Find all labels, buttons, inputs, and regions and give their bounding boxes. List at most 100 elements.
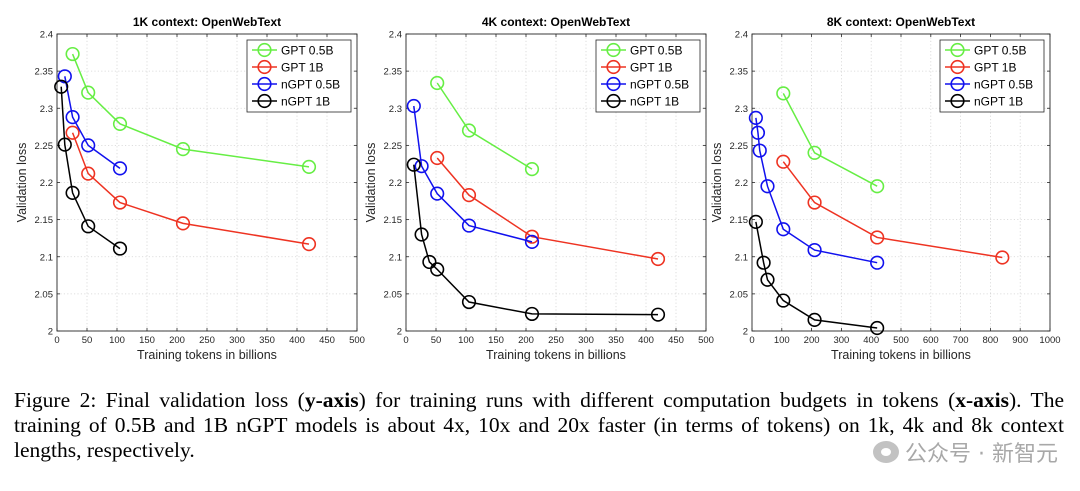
wechat-icon <box>873 441 900 463</box>
series-gpt-0-5b-point <box>430 75 445 91</box>
caption-bold-x-axis: x-axis <box>955 388 1009 412</box>
chart-1: 0 50 100 150 200 250 300 350 400 450 500 2 2.05 2.1 2.… <box>15 15 365 362</box>
series-gpt-1b-line <box>436 157 659 260</box>
x-tick-label: 600 <box>923 335 939 346</box>
y-tick-label: 2.35 <box>35 67 54 78</box>
x-tick-label: 900 <box>1012 335 1028 346</box>
x-tick-label: 400 <box>638 335 654 346</box>
x-tick-label: 100 <box>109 335 125 346</box>
series-ngpt-0-5b-point <box>414 159 429 174</box>
y-tick-label: 2.2 <box>40 178 53 189</box>
x-tick-label: 500 <box>349 335 365 346</box>
chart-3: 0 100 200 300 400 500 600 700 800 900 1000 2 2.05 2.1… <box>710 15 1061 362</box>
legend-marker <box>606 93 621 109</box>
y-tick-label: 2.3 <box>389 104 402 115</box>
x-tick-label: 300 <box>229 335 245 346</box>
legend-entry: GPT 0.5B <box>630 44 682 58</box>
x-tick-label: 200 <box>518 335 534 346</box>
legend-marker <box>257 76 272 92</box>
chart-2: 0 50 100 150 200 250 300 350 400 450 500 2 2.05 2.1 2.… <box>364 15 714 362</box>
legend-marker <box>950 42 965 58</box>
series-ngpt-1b-point <box>524 306 540 322</box>
y-tick-label: 2.05 <box>384 289 403 300</box>
y-tick-label: 2.1 <box>40 252 53 263</box>
chart-title: 8K context: OpenWebText <box>827 15 975 29</box>
legend-marker <box>257 59 272 75</box>
legend-entry: nGPT 1B <box>630 95 679 109</box>
figure-charts: 0 50 100 150 200 250 300 350 400 450 50022.052.12.… <box>15 15 1061 362</box>
x-tick-label: 500 <box>698 335 714 346</box>
y-tick-label: 2.2 <box>389 178 402 189</box>
series-ngpt-1b-point <box>54 79 69 94</box>
y-tick-label: 2 <box>743 327 748 338</box>
series-gpt-1b-point <box>301 237 317 252</box>
x-tick-label: 150 <box>488 335 504 346</box>
series-ngpt-1b-point <box>406 157 421 172</box>
x-tick-label: 50 <box>431 335 442 346</box>
series-ngpt-0-5b-line <box>755 117 878 264</box>
series-ngpt-1b-point <box>748 214 763 229</box>
series-gpt-0-5b-point <box>112 116 128 131</box>
series-ngpt-1b-point <box>65 185 80 200</box>
legend-marker <box>606 59 621 75</box>
legend-entry: nGPT 1B <box>281 95 330 109</box>
series-ngpt-0-5b-point <box>57 69 72 84</box>
series-ngpt-1b-point <box>81 219 96 234</box>
series-gpt-1b-point <box>870 230 885 245</box>
legend-marker <box>257 42 272 58</box>
x-tick-label: 450 <box>319 335 335 346</box>
legend-box <box>939 39 1045 113</box>
y-tick-label: 2.3 <box>40 104 53 115</box>
series-ngpt-0-5b-point <box>752 143 767 158</box>
y-tick-label: 2.35 <box>730 67 749 78</box>
y-tick-label: 2.1 <box>735 252 748 263</box>
y-tick-label: 2.2 <box>735 178 748 189</box>
series-ngpt-0-5b-line <box>64 76 121 169</box>
series-gpt-1b-point <box>112 195 128 210</box>
y-tick-label: 2.4 <box>389 30 402 41</box>
series-gpt-0-5b-point <box>81 85 96 100</box>
caption-bold-y-axis: y-axis <box>304 388 359 412</box>
legend-entry: GPT 1B <box>974 61 1016 75</box>
series-gpt-0-5b-point <box>461 123 477 138</box>
y-tick-label: 2.25 <box>384 141 403 152</box>
series-gpt-1b-point <box>175 216 191 231</box>
series-ngpt-0-5b-point <box>65 110 80 125</box>
y-tick-label: 2.4 <box>40 30 53 41</box>
watermark-text: 公众号 · 新智元 <box>905 442 1058 467</box>
y-tick-label: 2.25 <box>730 141 749 152</box>
caption-tail: ). The training of 0.5B and 1B nGPT mode… <box>14 388 1064 462</box>
legend-entry: nGPT 0.5B <box>630 78 689 92</box>
series-ngpt-1b-point <box>807 312 822 327</box>
series-ngpt-0-5b-point <box>870 255 885 270</box>
y-axis-label: Validation loss <box>15 143 29 223</box>
x-axis-label: Training tokens in billions <box>486 348 626 362</box>
x-tick-label: 500 <box>893 335 909 346</box>
y-tick-label: 2.1 <box>389 252 402 263</box>
chart-title: 4K context: OpenWebText <box>482 15 630 29</box>
legend-entry: GPT 0.5B <box>974 44 1026 58</box>
series-ngpt-0-5b-point <box>461 218 477 233</box>
watermark: 公众号 · 新智元 <box>873 436 1058 468</box>
y-axis-label: Validation loss <box>710 143 724 223</box>
series-ngpt-1b-point <box>650 307 666 322</box>
series-gpt-1b-line <box>71 132 310 245</box>
x-tick-label: 350 <box>608 335 624 346</box>
legend-marker <box>950 59 965 75</box>
series-gpt-1b-point <box>776 154 791 169</box>
series-gpt-0-5b-line <box>71 53 310 168</box>
x-tick-label: 400 <box>863 335 879 346</box>
chart-title: 1K context: OpenWebText <box>133 15 281 29</box>
series-ngpt-0-5b-point <box>406 98 421 114</box>
series-ngpt-0-5b-point <box>524 234 540 249</box>
caption-mid: ) for training runs with different compu… <box>358 388 956 412</box>
x-tick-label: 250 <box>199 335 215 346</box>
y-tick-label: 2.25 <box>35 141 54 152</box>
series-gpt-1b-point <box>81 166 96 181</box>
series-ngpt-1b-point <box>422 254 437 270</box>
x-tick-label: 800 <box>982 335 998 346</box>
x-tick-label: 350 <box>259 335 275 346</box>
series-ngpt-0-5b-point <box>748 110 763 126</box>
series-ngpt-1b-point <box>461 294 477 310</box>
series-ngpt-1b-point <box>870 320 885 336</box>
